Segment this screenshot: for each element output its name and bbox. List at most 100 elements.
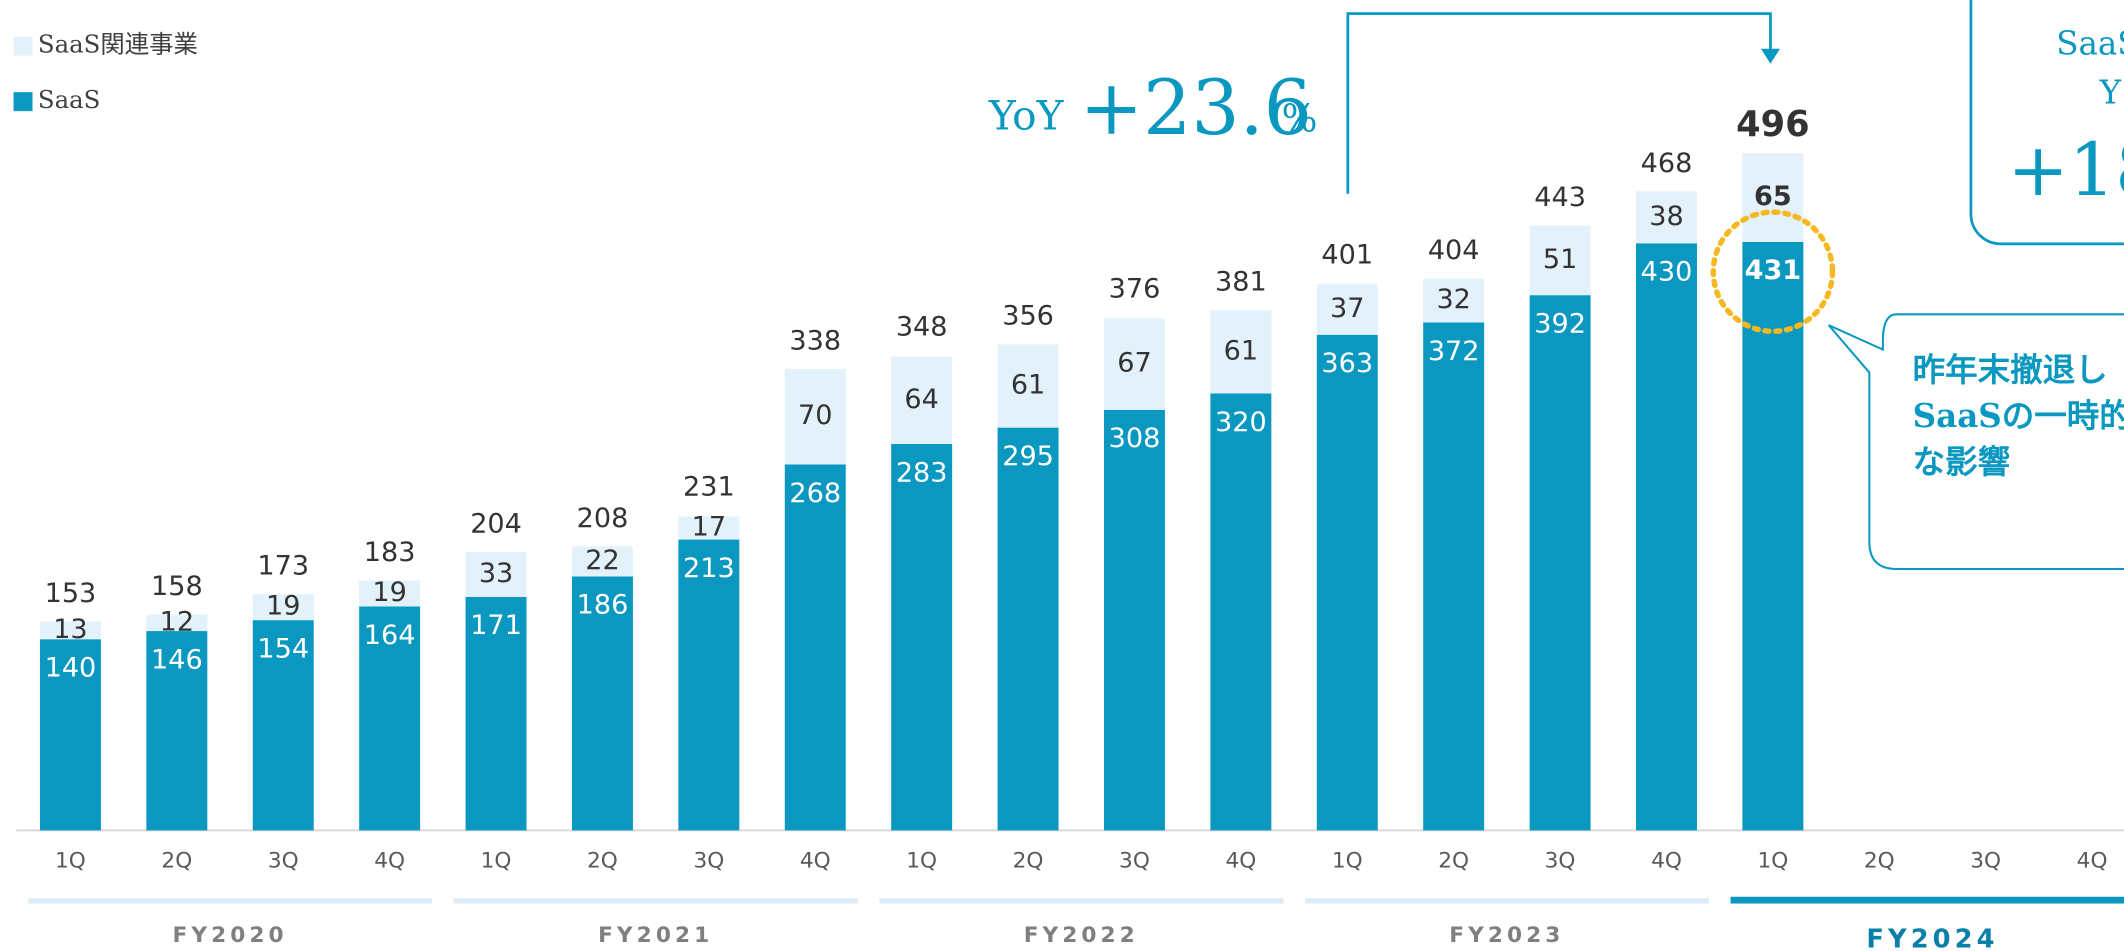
total-label: 376: [1109, 273, 1161, 304]
callout-side-box: [1827, 313, 2124, 570]
bar-segment: [1103, 409, 1165, 831]
value-label: 51: [1543, 244, 1577, 275]
x-tick-label: 1Q: [906, 849, 937, 874]
x-tick-label: 2Q: [1013, 849, 1044, 874]
total-label: 183: [364, 537, 416, 568]
bar-segment: [1529, 295, 1591, 831]
bar-segment: [678, 539, 740, 831]
value-label: 372: [1428, 336, 1480, 367]
legend-swatch: [13, 92, 33, 112]
total-label: 401: [1321, 239, 1373, 270]
fy-label: FY2024: [1866, 925, 1998, 951]
value-label: 392: [1534, 308, 1586, 339]
bar-segment: [1742, 241, 1804, 831]
callout-top-value: +18: [2008, 128, 2124, 213]
bar-segment: [997, 344, 1059, 428]
x-tick-label: 3Q: [693, 849, 724, 874]
bar-segment: [1423, 322, 1485, 831]
yoy-bracket: [1346, 12, 1772, 194]
fy-underline: [879, 898, 1284, 904]
value-label: 38: [1649, 201, 1683, 232]
value-label: 186: [577, 590, 629, 621]
value-label: 146: [151, 644, 203, 675]
total-label: 158: [151, 571, 203, 602]
fy-underline: [1304, 898, 1709, 904]
x-tick-label: 2Q: [161, 849, 192, 874]
value-label: 64: [904, 384, 938, 415]
value-label: 33: [479, 558, 513, 589]
yoy-unit: %: [1281, 96, 1317, 140]
bar-segment: [891, 443, 953, 831]
value-label: 17: [692, 511, 726, 542]
bar-segment: [784, 368, 846, 465]
total-label: 348: [896, 312, 948, 343]
value-label: 363: [1321, 348, 1373, 379]
value-label: 37: [1330, 293, 1364, 324]
value-label: 19: [266, 591, 300, 622]
value-label: 12: [160, 606, 194, 637]
value-label: 61: [1224, 335, 1258, 366]
fy-label: FY2021: [598, 923, 713, 948]
bar-segment: [39, 639, 101, 831]
fy-underline: [1730, 896, 2124, 904]
value-label: 19: [372, 577, 406, 608]
callout-top-line: SaaS: [2056, 25, 2124, 63]
x-tick-label: 4Q: [374, 849, 405, 874]
value-label: 308: [1109, 423, 1161, 454]
bar-segment: [252, 620, 314, 831]
callout-top-box: [1969, 0, 2124, 246]
fy-underline: [28, 898, 433, 904]
fy-label: FY2022: [1024, 923, 1139, 948]
legend-label: SaaS関連事業: [38, 30, 198, 59]
bar-segment: [1636, 191, 1697, 244]
x-tick-label: 3Q: [1970, 849, 2001, 874]
callout-side-line: SaaSの一時的: [1913, 396, 2124, 435]
total-label: 231: [683, 471, 735, 502]
bar-segment: [1210, 310, 1272, 394]
value-label: 67: [1117, 348, 1151, 379]
bar-segment: [146, 614, 208, 632]
yoy-arrow: [1760, 48, 1780, 64]
bar-segment: [678, 516, 740, 540]
bar-segment: [465, 596, 527, 831]
total-label: 153: [45, 578, 97, 609]
total-label: 468: [1641, 148, 1693, 179]
value-label: 164: [364, 620, 416, 651]
x-tick-label: 1Q: [1757, 849, 1788, 874]
value-label: 320: [1215, 407, 1267, 438]
bar-segment: [359, 580, 421, 607]
bar-segment: [1423, 278, 1485, 323]
callout-top-line: Y: [2099, 73, 2122, 111]
value-label: 430: [1641, 257, 1693, 288]
total-label: 208: [577, 503, 629, 534]
value-label: 154: [257, 633, 309, 664]
value-label: 140: [45, 653, 97, 684]
x-tick-label: 3Q: [1119, 849, 1150, 874]
x-tick-label: 2Q: [587, 849, 618, 874]
x-tick-label: 4Q: [800, 849, 831, 874]
value-label: 70: [798, 400, 832, 431]
total-label: 173: [257, 551, 309, 582]
x-tick-label: 4Q: [2077, 849, 2108, 874]
x-tick-label: 3Q: [268, 849, 299, 874]
bar-segment: [1210, 393, 1272, 831]
x-tick-label: 4Q: [1225, 849, 1256, 874]
callout-side-line: な影響: [1913, 442, 2011, 481]
bar-segment: [1103, 318, 1165, 410]
value-label: 22: [585, 545, 619, 576]
total-label: 496: [1736, 104, 1809, 145]
x-tick-label: 1Q: [481, 849, 512, 874]
total-label: 204: [470, 508, 522, 539]
total-label: 443: [1534, 182, 1586, 213]
total-label: 404: [1428, 235, 1480, 266]
value-label: 65: [1754, 181, 1792, 212]
total-label: 338: [789, 325, 841, 356]
bar-segment: [571, 576, 633, 831]
value-label: 171: [470, 610, 522, 641]
bar-segment: [252, 594, 314, 621]
total-label: 356: [1002, 301, 1054, 332]
legend-label: SaaS: [38, 85, 100, 114]
callout-side-line: 昨年末撤退し: [1913, 350, 2108, 389]
